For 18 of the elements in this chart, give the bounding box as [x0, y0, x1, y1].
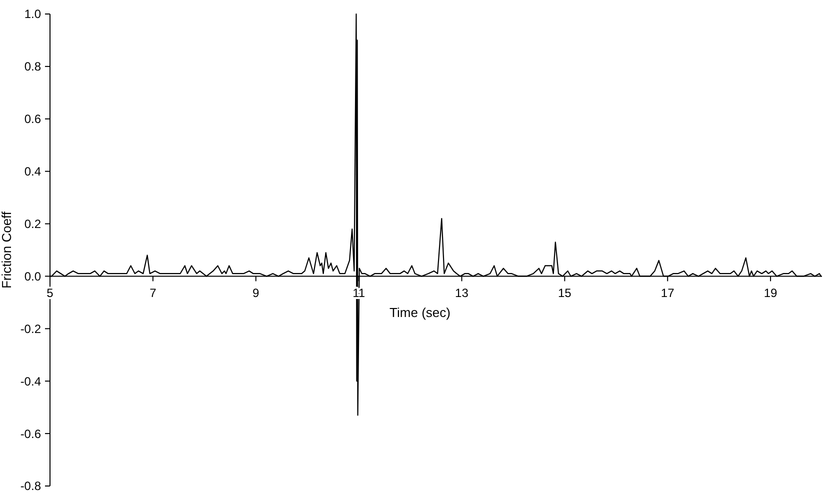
x-tick-label: 15 — [558, 286, 572, 300]
x-tick-label: 19 — [764, 286, 778, 300]
y-tick-label: 0.6 — [24, 112, 42, 126]
y-tick-label: 0.4 — [24, 164, 42, 179]
y-tick-label: -0.6 — [20, 426, 42, 441]
y-tick-label: 0.8 — [24, 60, 42, 74]
y-axis-title: Friction Coeff — [0, 211, 14, 289]
x-tick-label: 9 — [252, 286, 260, 300]
y-tick-label: -0.2 — [20, 322, 42, 336]
y-tick-label: 0.0 — [24, 269, 42, 284]
x-tick-label: 13 — [455, 286, 469, 300]
x-axis-title: Time (sec) — [390, 305, 450, 320]
x-tick-label: 7 — [150, 286, 157, 300]
x-tick-label: 17 — [660, 286, 675, 300]
y-tick-label: -0.8 — [20, 479, 42, 494]
y-tick-label: 1.0 — [24, 7, 42, 22]
y-tick-label: 0.2 — [24, 216, 42, 231]
y-tick-label: -0.4 — [20, 374, 42, 388]
